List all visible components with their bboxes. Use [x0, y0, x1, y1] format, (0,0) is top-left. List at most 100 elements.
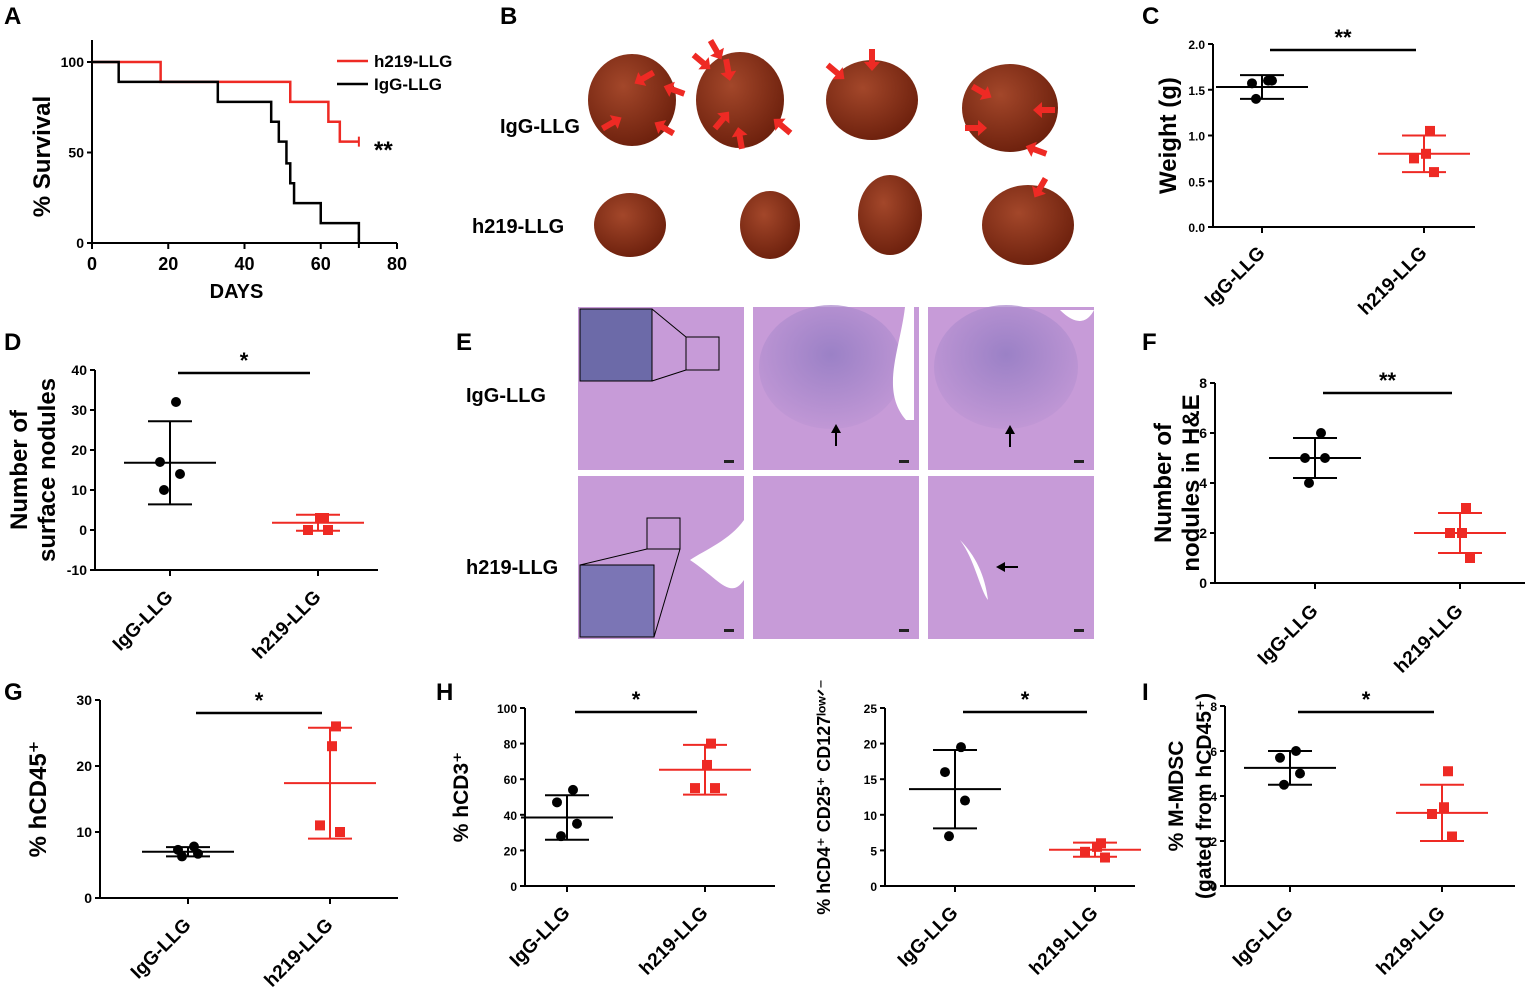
x-category-label: IgG-LLG	[109, 587, 178, 656]
arrow-shape	[1025, 141, 1048, 157]
panel-a-survival-chart: 0 20 40 60 80 0 50 100 DAYS % Survival h219-LLG IgG…	[29, 40, 452, 303]
data-point	[159, 485, 169, 495]
panel-g-hcd45-chart: 0 10 20 30 IgG-LLG h219-LLG % hCD45⁺ *	[25, 688, 398, 991]
x-category-label: IgG-LLG	[127, 915, 196, 984]
y-tick-label: 60	[504, 773, 518, 787]
y-tick-label: 0	[870, 880, 877, 894]
scale-bar	[899, 460, 909, 463]
data-point	[1465, 553, 1475, 563]
y-tick-label: 100	[61, 54, 85, 70]
data-point	[315, 820, 325, 831]
y-tick-label: 0	[76, 235, 84, 251]
y-tick-label: 10	[864, 809, 878, 823]
panel-h-treg-chart: 0 5 10 15 20 25 IgG-LLG h219-LLG % hCD4⁺ CD25⁺ C…	[814, 679, 1141, 979]
data-point	[315, 513, 325, 523]
panel-letter-g: G	[4, 679, 23, 706]
arrow-head	[831, 424, 841, 433]
data-point	[1429, 167, 1439, 178]
data-point	[1251, 93, 1261, 104]
inset-connector	[651, 308, 687, 338]
x-category-label: IgG-LLG	[1229, 903, 1298, 972]
nodule-arrow	[864, 49, 880, 71]
y-tick-label: 0.0	[1188, 221, 1205, 235]
nodule-arrow	[600, 115, 622, 132]
arrow-head	[1005, 425, 1015, 434]
data-point	[171, 397, 181, 407]
y-tick-label: 4	[1199, 475, 1207, 491]
data-point	[1439, 802, 1449, 813]
data-point	[960, 795, 970, 806]
data-point	[706, 738, 716, 749]
nodule-arrow	[1025, 141, 1048, 157]
x-category-label: h219-LLG	[1026, 903, 1103, 980]
panel-b-row-label-igg: IgG-LLG	[500, 116, 580, 138]
arrow-head	[996, 562, 1005, 572]
y-tick-label: 5	[870, 844, 877, 858]
arrow-shape	[712, 111, 730, 131]
panel-letter-f: F	[1142, 329, 1157, 356]
nodule-arrow	[691, 52, 711, 70]
data-point	[1300, 453, 1310, 463]
nodule-arrow	[1033, 102, 1055, 118]
y-tick-label: 1.0	[1188, 130, 1205, 144]
x-category-label: h219-LLG	[1355, 243, 1432, 320]
y-tick-label: 0	[1210, 880, 1217, 894]
data-point	[303, 525, 313, 535]
x-tick-label: 40	[234, 254, 254, 274]
y-tick-label: 2.0	[1188, 38, 1205, 52]
x-category-label: h219-LLG	[249, 587, 326, 664]
arrow-shape	[707, 38, 724, 60]
nodule-pointer-arrow	[1005, 425, 1015, 447]
nodule-arrow	[707, 38, 724, 60]
nodule-arrow	[825, 62, 845, 80]
panel-letter-e: E	[456, 329, 472, 356]
arrow-shape	[773, 118, 793, 136]
arrow-shape	[864, 49, 880, 71]
data-point	[175, 469, 185, 479]
vessel-gap	[690, 520, 744, 589]
y-tick-label: 4	[1210, 790, 1217, 804]
x-category-label: IgG-LLG	[1201, 243, 1270, 312]
inset-box	[685, 336, 720, 371]
data-point	[331, 721, 341, 732]
data-point	[1447, 831, 1457, 842]
legend-label: h219-LLG	[374, 52, 452, 71]
nodule-pointer-arrow	[831, 424, 841, 446]
x-category-label: IgG-LLG	[1254, 601, 1323, 670]
arrow-shape	[965, 120, 987, 136]
y-tick-label: 1.5	[1188, 84, 1205, 98]
arrow-shape	[970, 83, 992, 100]
panel-h-hcd3-chart: 0 20 40 60 80 100 IgG-LLG h219-LLG % hCD3⁺ *	[450, 687, 775, 979]
y-axis-label-line: nodules in H&E	[1178, 394, 1205, 571]
liver-specimen	[594, 193, 666, 257]
panel-letter-b: B	[500, 3, 517, 30]
x-category-label: h219-LLG	[636, 903, 713, 980]
significance-marker: *	[1362, 687, 1371, 712]
y-axis-label: Weight (g)	[1155, 77, 1182, 194]
data-point	[323, 525, 333, 535]
data-point	[1291, 746, 1301, 756]
panel-i-mmdsc-chart: 0 2 4 6 8 IgG-LLG h219-LLG % M-MDSC (gated from …	[1165, 687, 1515, 979]
nodule-arrow	[720, 58, 737, 81]
panel-letter-i: I	[1142, 679, 1149, 706]
inset-box	[646, 517, 681, 550]
arrow-shape	[691, 52, 711, 70]
arrow-shape	[731, 127, 748, 150]
significance-marker: **	[1334, 25, 1352, 50]
y-tick-label: 20	[71, 442, 87, 458]
data-point	[155, 457, 165, 467]
x-category-label: h219-LLG	[261, 915, 338, 992]
panel-f-he-nodules-chart: 0 2 4 6 8 IgG-LLG h219-LLG Number of nodules in …	[1150, 368, 1525, 677]
nodule-arrow	[970, 83, 992, 100]
nodule-arrow	[712, 111, 730, 131]
nodule-pointer-arrow	[996, 562, 1018, 572]
x-tick-label: 80	[387, 254, 407, 274]
y-tick-label: 2	[1199, 525, 1207, 541]
liver-specimen	[826, 60, 918, 140]
vessel-gap	[1060, 310, 1094, 321]
y-tick-label: 6	[1199, 425, 1207, 441]
liver-specimen	[962, 64, 1058, 152]
y-tick-label: 2	[1210, 835, 1217, 849]
panel-c-weight-chart: 0.0 0.5 1.0 1.5 2.0 IgG-LLG h219-LLG Weight (g)…	[1155, 25, 1475, 319]
